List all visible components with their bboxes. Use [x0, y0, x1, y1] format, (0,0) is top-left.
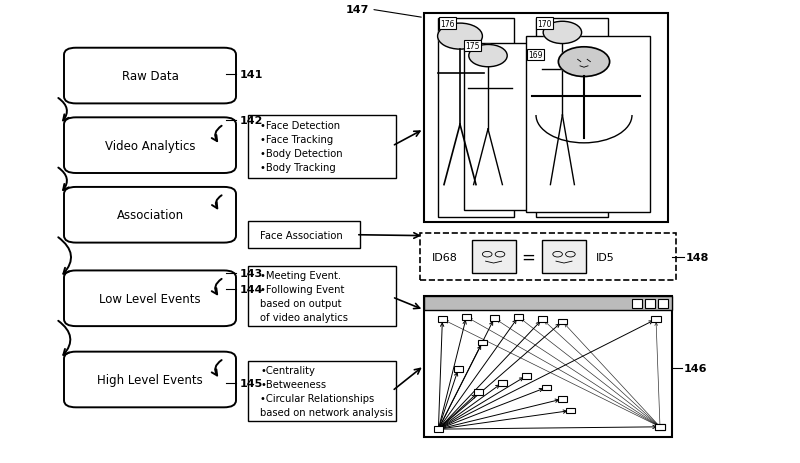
Bar: [490, 316, 499, 321]
Text: Face Association: Face Association: [260, 230, 342, 240]
Circle shape: [438, 24, 482, 50]
Text: 146: 146: [684, 363, 707, 373]
Text: Video Analytics: Video Analytics: [105, 139, 195, 152]
Bar: [655, 424, 665, 430]
FancyBboxPatch shape: [248, 116, 396, 178]
Bar: [498, 380, 507, 386]
Bar: [474, 389, 483, 395]
Bar: [462, 314, 471, 320]
Bar: [434, 426, 443, 432]
Text: 142: 142: [240, 115, 263, 125]
Text: 147: 147: [346, 5, 369, 15]
Bar: [424, 14, 668, 222]
Text: 148: 148: [686, 252, 709, 262]
Bar: [438, 19, 514, 218]
Text: 176: 176: [440, 19, 454, 29]
Text: •Meeting Event.
•Following Event
based on output
of video analytics: •Meeting Event. •Following Event based o…: [260, 270, 348, 322]
Bar: [464, 44, 532, 211]
FancyBboxPatch shape: [64, 271, 236, 326]
Bar: [542, 385, 551, 390]
Bar: [514, 314, 523, 320]
Text: ID5: ID5: [596, 252, 614, 262]
Bar: [522, 373, 531, 379]
Bar: [478, 340, 487, 345]
Circle shape: [543, 22, 582, 44]
Bar: [632, 299, 642, 308]
Bar: [542, 241, 586, 273]
Bar: [558, 396, 567, 402]
FancyBboxPatch shape: [64, 352, 236, 407]
FancyBboxPatch shape: [64, 49, 236, 104]
Text: 145: 145: [240, 378, 263, 388]
FancyBboxPatch shape: [248, 266, 396, 326]
Bar: [472, 241, 516, 273]
Bar: [526, 37, 650, 213]
FancyBboxPatch shape: [420, 234, 676, 280]
Text: ID68: ID68: [432, 252, 458, 262]
FancyBboxPatch shape: [64, 188, 236, 243]
FancyBboxPatch shape: [248, 361, 396, 421]
Bar: [651, 317, 661, 322]
Bar: [424, 296, 672, 438]
Text: 169: 169: [528, 51, 542, 60]
Bar: [454, 366, 463, 372]
FancyBboxPatch shape: [248, 222, 360, 249]
Text: •Face Detection
•Face Tracking
•Body Detection
•Body Tracking: •Face Detection •Face Tracking •Body Det…: [260, 121, 342, 173]
Bar: [566, 408, 575, 413]
Text: 143: 143: [240, 268, 263, 278]
Circle shape: [558, 48, 610, 77]
Circle shape: [469, 45, 507, 68]
Text: Low Level Events: Low Level Events: [99, 292, 201, 305]
Bar: [424, 296, 672, 310]
Text: =: =: [521, 248, 535, 266]
Text: 144: 144: [240, 284, 263, 294]
Bar: [536, 19, 608, 218]
Text: 175: 175: [466, 42, 480, 51]
Text: High Level Events: High Level Events: [97, 373, 203, 386]
Bar: [538, 317, 547, 322]
Text: •Centrality
•Betweeness
•Circular Relationships
based on network analysis: •Centrality •Betweeness •Circular Relati…: [260, 365, 393, 417]
Bar: [645, 299, 655, 308]
Text: Association: Association: [117, 209, 183, 222]
Text: 170: 170: [538, 19, 552, 29]
Bar: [558, 319, 567, 325]
Bar: [658, 299, 668, 308]
FancyBboxPatch shape: [64, 118, 236, 174]
Bar: [438, 317, 447, 322]
Text: Raw Data: Raw Data: [122, 70, 178, 83]
Bar: [655, 424, 665, 430]
Text: 141: 141: [240, 70, 263, 80]
